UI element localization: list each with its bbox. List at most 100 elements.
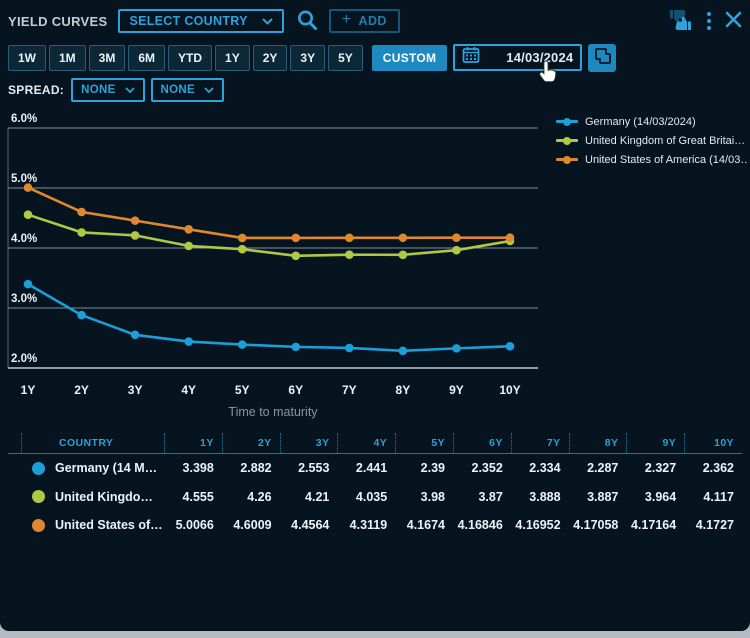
- custom-period-button[interactable]: CUSTOM: [372, 45, 448, 71]
- data-point: [452, 246, 461, 255]
- table-column-header-7y[interactable]: 7Y: [511, 433, 569, 453]
- data-point: [131, 331, 140, 340]
- period-button-3m[interactable]: 3M: [89, 45, 126, 71]
- table-column-header-2y[interactable]: 2Y: [222, 433, 280, 453]
- table-row[interactable]: United States of…5.00664.60094.45644.311…: [8, 511, 742, 540]
- feedback-button[interactable]: [668, 9, 693, 34]
- yield-value-cell: 2.441: [337, 454, 395, 483]
- row-expander: [8, 511, 21, 540]
- data-point: [291, 252, 300, 261]
- period-button-1y[interactable]: 1Y: [215, 45, 250, 71]
- yield-value-cell: 2.362: [684, 454, 742, 483]
- spread-select-2-value: NONE: [161, 84, 195, 96]
- spread-select-2[interactable]: NONE: [151, 78, 224, 102]
- row-country-cell: United States of…: [21, 511, 164, 540]
- legend-item[interactable]: United Kingdom of Great Britai…: [556, 131, 748, 150]
- series-color-dot: [32, 462, 45, 475]
- legend-item[interactable]: Germany (14/03/2024): [556, 112, 748, 131]
- yield-value-cell: 2.553: [280, 454, 338, 483]
- period-button-2y[interactable]: 2Y: [253, 45, 288, 71]
- table-column-header-4y[interactable]: 4Y: [337, 433, 395, 453]
- yield-value-cell: 4.16846: [453, 511, 511, 540]
- chevron-down-icon: [125, 84, 135, 96]
- search-icon: [295, 8, 319, 35]
- yield-value-cell: 3.964: [626, 483, 684, 512]
- period-button-3y[interactable]: 3Y: [290, 45, 325, 71]
- data-point: [238, 234, 247, 243]
- data-point: [291, 234, 300, 243]
- yield-value-cell: 2.352: [453, 454, 511, 483]
- chart-legend: Germany (14/03/2024) United Kingdom of Gr…: [556, 112, 748, 169]
- y-tick-label: 2.0%: [11, 353, 37, 365]
- period-button-5y[interactable]: 5Y: [328, 45, 363, 71]
- table-column-header-6y[interactable]: 6Y: [453, 433, 511, 453]
- legend-marker-icon: [556, 158, 578, 161]
- period-button-6m[interactable]: 6M: [128, 45, 165, 71]
- copy-pages-icon: [593, 47, 612, 69]
- period-button-1m[interactable]: 1M: [49, 45, 86, 71]
- country-select[interactable]: SELECT COUNTRY: [118, 9, 283, 33]
- table-column-header-9y[interactable]: 9Y: [626, 433, 684, 453]
- spread-select-1-value: NONE: [81, 84, 115, 96]
- x-tick-label: 7Y: [342, 383, 357, 397]
- yield-value-cell: 4.6009: [222, 511, 280, 540]
- yield-value-cell: 4.035: [337, 483, 395, 512]
- legend-marker-icon: [556, 120, 578, 123]
- data-point: [399, 346, 408, 355]
- row-expander: [8, 483, 21, 512]
- table-column-header-1y[interactable]: 1Y: [164, 433, 222, 453]
- y-tick-label: 5.0%: [11, 173, 37, 185]
- table-column-header-country[interactable]: COUNTRY: [21, 433, 164, 453]
- data-point: [399, 250, 408, 259]
- close-icon: [725, 11, 742, 31]
- date-value: 14/03/2024: [480, 50, 573, 65]
- table-column-header-3y[interactable]: 3Y: [280, 433, 338, 453]
- yield-value-cell: 3.98: [395, 483, 453, 512]
- add-button-label: ADD: [359, 14, 387, 28]
- y-tick-label: 3.0%: [11, 293, 37, 305]
- data-point: [345, 250, 354, 259]
- period-buttons: 1W1M3M6MYTD1Y2Y3Y5Y: [8, 45, 363, 71]
- period-button-1w[interactable]: 1W: [8, 45, 46, 71]
- close-button[interactable]: [725, 11, 742, 31]
- spread-bar: SPREAD: NONE NONE: [8, 78, 230, 102]
- add-button[interactable]: + ADD: [329, 9, 400, 33]
- country-select-label: SELECT COUNTRY: [129, 14, 247, 28]
- x-tick-label: 8Y: [396, 383, 411, 397]
- spread-select-1[interactable]: NONE: [71, 78, 144, 102]
- yield-value-cell: 4.26: [222, 483, 280, 512]
- table-column-header-8y[interactable]: 8Y: [569, 433, 627, 453]
- data-point: [184, 242, 193, 251]
- search-button[interactable]: [293, 8, 321, 34]
- data-point: [452, 344, 461, 353]
- period-button-ytd[interactable]: YTD: [168, 45, 212, 71]
- data-point: [184, 337, 193, 346]
- period-bar: 1W1M3M6MYTD1Y2Y3Y5Y CUSTOM 14/0: [8, 44, 742, 71]
- row-country-name: United States of…: [55, 518, 163, 532]
- table-row[interactable]: Germany (14 M…3.3982.8822.5532.4412.392.…: [8, 454, 742, 483]
- row-country-name: United Kingdo…: [55, 490, 153, 504]
- data-point: [291, 343, 300, 352]
- page-title: YIELD CURVES: [8, 14, 107, 29]
- legend-marker-icon: [556, 139, 578, 142]
- table-row[interactable]: United Kingdo…4.5554.264.214.0353.983.87…: [8, 483, 742, 512]
- yield-value-cell: 3.87: [453, 483, 511, 512]
- series-line: [28, 188, 510, 238]
- yield-value-cell: 5.0066: [164, 511, 222, 540]
- data-point: [77, 228, 86, 237]
- data-point: [345, 234, 354, 243]
- table-column-header-10y[interactable]: 10Y: [684, 433, 742, 453]
- yield-value-cell: 2.39: [395, 454, 453, 483]
- table-column-header-5y[interactable]: 5Y: [395, 433, 453, 453]
- yield-value-cell: 2.327: [626, 454, 684, 483]
- screen: YIELD CURVES SELECT COUNTRY + ADD: [0, 0, 750, 638]
- yield-value-cell: 4.1674: [395, 511, 453, 540]
- series-color-dot: [32, 519, 45, 532]
- duplicate-chart-button[interactable]: [588, 44, 616, 72]
- yield-value-cell: 4.17058: [569, 511, 627, 540]
- date-picker[interactable]: 14/03/2024: [453, 44, 582, 71]
- legend-label: Germany (14/03/2024): [585, 116, 696, 128]
- legend-item[interactable]: United States of America (14/03…: [556, 150, 748, 169]
- legend-label: United Kingdom of Great Britai…: [585, 135, 745, 147]
- menu-button[interactable]: [707, 12, 711, 30]
